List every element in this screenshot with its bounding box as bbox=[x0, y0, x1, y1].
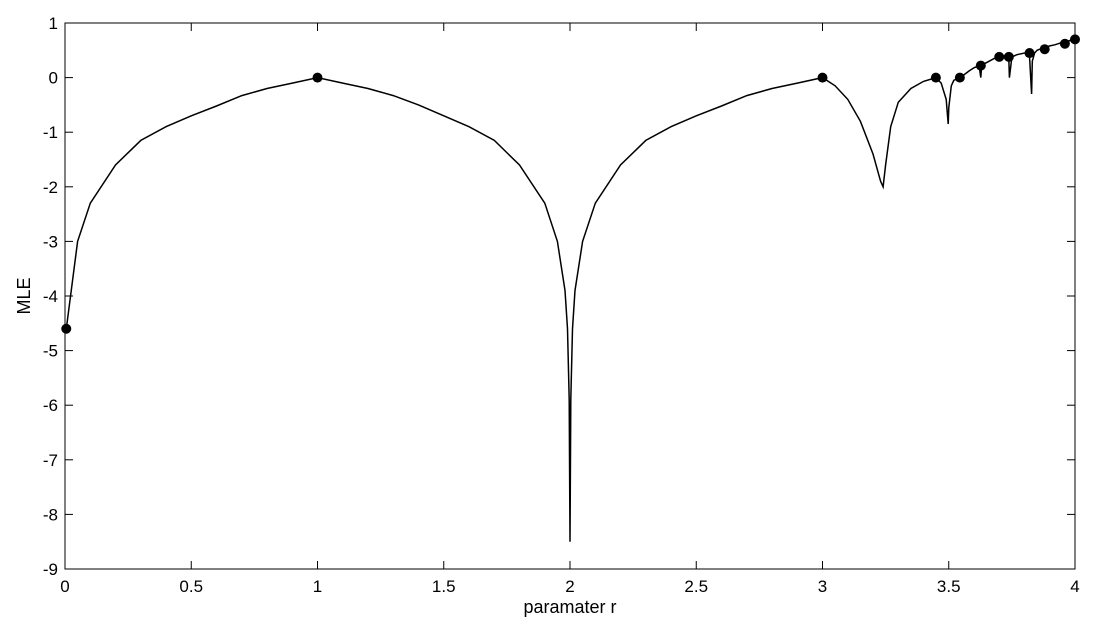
data-point bbox=[1059, 38, 1070, 49]
x-tick-label: 2.5 bbox=[684, 577, 708, 596]
y-axis-title: MLE bbox=[14, 277, 34, 314]
x-tick-label: 4 bbox=[1070, 577, 1079, 596]
data-point bbox=[1024, 48, 1035, 59]
y-tick-label: 1 bbox=[49, 14, 58, 33]
data-point bbox=[1003, 51, 1014, 62]
data-point bbox=[975, 60, 986, 71]
y-tick-label: -2 bbox=[43, 178, 58, 197]
x-tick-label: 1.5 bbox=[432, 577, 456, 596]
y-tick-label: -5 bbox=[43, 342, 58, 361]
mle-curve bbox=[65, 38, 1076, 542]
y-tick-label: -7 bbox=[43, 451, 58, 470]
x-tick-label: 3 bbox=[818, 577, 827, 596]
y-tick-label: -3 bbox=[43, 232, 58, 251]
axis-tick-labels: 0 0.5 1 1.5 2 2.5 3 3.5 4 1 0 -1 -2 -3 -4 -5 -6 -7 -8 -9 bbox=[43, 14, 1080, 596]
axis-ticks bbox=[64, 22, 1076, 570]
x-tick-label: 3.5 bbox=[937, 577, 961, 596]
data-point bbox=[312, 72, 323, 83]
x-tick-label: 0 bbox=[60, 577, 69, 596]
y-tick-label: -6 bbox=[43, 396, 58, 415]
y-tick-label: -4 bbox=[43, 287, 58, 306]
data-point bbox=[61, 323, 72, 334]
data-point bbox=[930, 72, 941, 83]
data-point bbox=[1070, 34, 1080, 45]
data-point bbox=[1039, 44, 1050, 55]
x-tick-label: 2 bbox=[565, 577, 574, 596]
data-markers bbox=[61, 34, 1080, 334]
x-axis-title: paramater r bbox=[523, 597, 616, 617]
data-point bbox=[817, 72, 828, 83]
y-tick-label: -9 bbox=[43, 560, 58, 579]
data-point bbox=[954, 72, 965, 83]
data-point bbox=[994, 51, 1005, 62]
y-tick-label: -1 bbox=[43, 123, 58, 142]
x-tick-label: 1 bbox=[313, 577, 322, 596]
x-tick-label: 0.5 bbox=[179, 577, 203, 596]
y-tick-label: -8 bbox=[43, 505, 58, 524]
y-tick-label: 0 bbox=[49, 69, 58, 88]
